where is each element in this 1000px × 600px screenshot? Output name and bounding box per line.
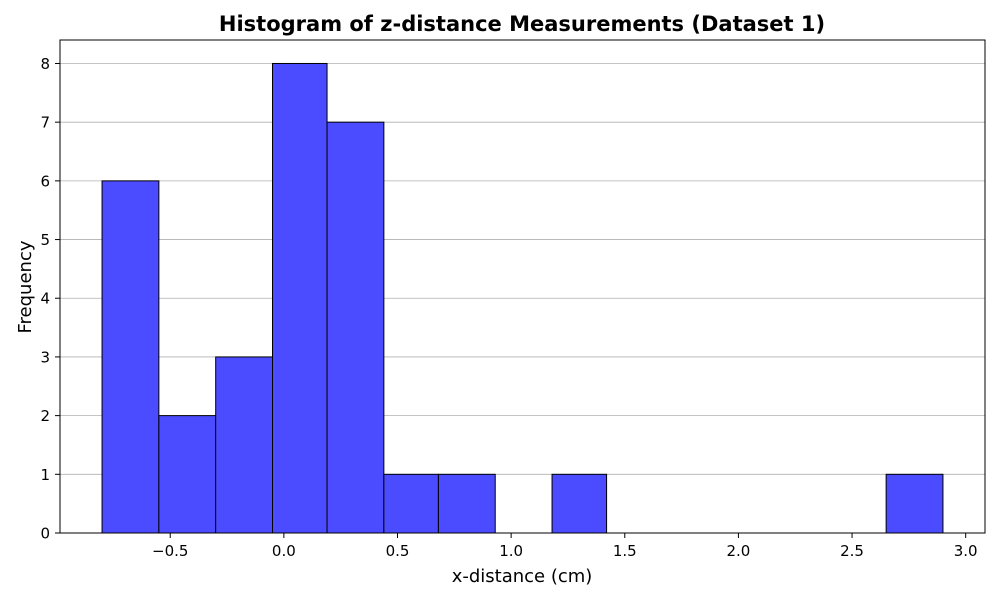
x-tick-label-7: 3.0	[954, 542, 978, 560]
bar-6	[437, 473, 496, 534]
chart-title: Histogram of z-distance Measurements (Da…	[219, 12, 825, 36]
y-axis-label: Frequency	[15, 240, 36, 333]
bar-5	[383, 473, 439, 534]
y-tick-label-8: 8	[40, 55, 50, 73]
y-tick-label-1: 1	[40, 466, 50, 484]
bar-0	[101, 180, 160, 534]
y-tick-label-0: 0	[40, 525, 50, 543]
y-tick-label-5: 5	[40, 231, 50, 249]
x-tick-label-2: 0.5	[386, 542, 410, 560]
y-tick-label-3: 3	[40, 348, 50, 366]
bar-8	[551, 473, 608, 534]
x-tick-label-4: 1.5	[613, 542, 637, 560]
x-axis-ticks: −0.5 0.0 0.5 1.0 1.5 2.0 2.5 3.0	[152, 533, 978, 560]
y-tick-label-2: 2	[40, 407, 50, 425]
x-tick-label-1: 0.0	[272, 542, 296, 560]
x-axis-label: x-distance (cm)	[452, 566, 593, 587]
x-tick-label-3: 1.0	[499, 542, 523, 560]
bar-3	[272, 62, 328, 534]
bar-1	[158, 415, 217, 534]
x-tick-label-6: 2.5	[840, 542, 864, 560]
bar-2	[215, 356, 274, 534]
x-tick-label-0: −0.5	[152, 542, 188, 560]
y-tick-label-6: 6	[40, 172, 50, 190]
y-tick-label-4: 4	[40, 290, 50, 308]
x-tick-label-5: 2.0	[726, 542, 750, 560]
y-axis-ticks: 0 1 2 3 4 5 6 7 8	[40, 55, 60, 543]
bar-14	[885, 473, 944, 534]
y-tick-label-7: 7	[40, 114, 50, 132]
plot-frame	[59, 39, 986, 534]
histogram-bars	[101, 62, 944, 534]
bar-4	[326, 121, 385, 534]
